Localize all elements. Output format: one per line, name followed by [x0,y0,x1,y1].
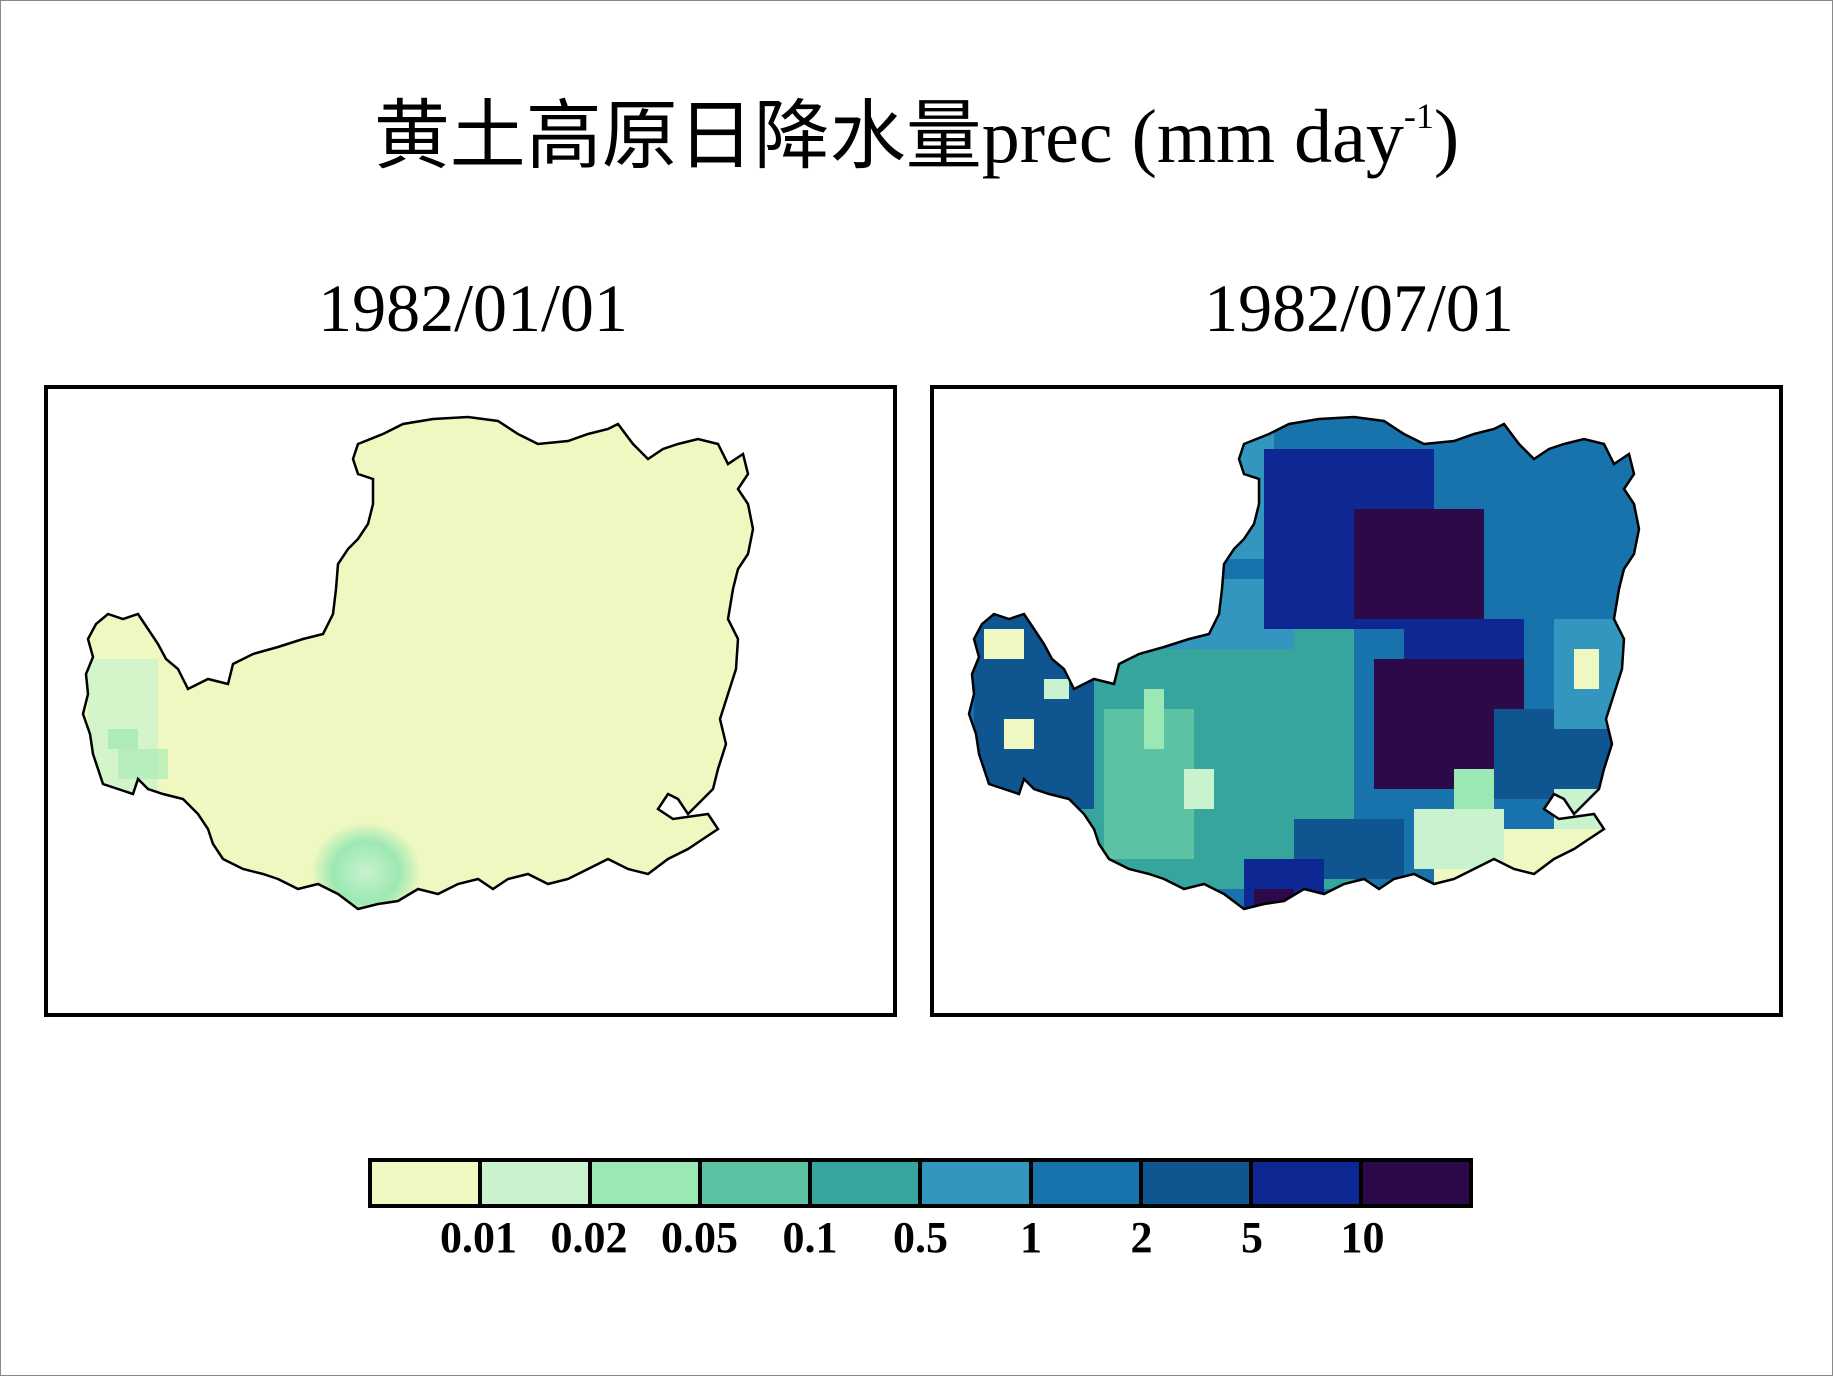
colorbar-swatch-9 [1362,1162,1469,1204]
map-panel-jul [930,385,1783,1017]
figure-title: 黄土高原日降水量prec (mm day-1) [0,92,1833,182]
colorbar-tick-label: 0.5 [893,1213,948,1262]
map-jan-svg [81,415,755,911]
colorbar-tick-label: 0.01 [440,1213,517,1262]
colorbar-swatch-7 [1142,1162,1253,1204]
colorbar-tick-label: 0.1 [782,1213,838,1262]
map-panel-jan [44,385,897,1017]
colorbar-swatch-5 [922,1162,1033,1204]
colorbar-tick-label: 2 [1130,1213,1153,1262]
panel-title-right: 1982/07/01 [1204,270,1514,346]
colorbar-swatch-3 [702,1162,813,1204]
colorbar-tick-label: 0.05 [661,1213,738,1262]
precip-field-jan [83,417,753,909]
colorbar-swatch-8 [1252,1162,1363,1204]
title-close-paren: ) [1433,95,1460,179]
colorbar-labels: 0.01 0.02 0.05 0.1 0.5 1 2 5 10 [368,1210,1473,1270]
title-superscript: -1 [1403,96,1434,136]
colorbar-tick-label: 1 [1020,1213,1042,1262]
colorbar-swatch-4 [812,1162,923,1204]
title-text: 黄土高原日降水量prec (mm day [373,95,1404,179]
colorbar-tick-label: 5 [1241,1213,1263,1262]
map-jul-svg [967,415,1641,911]
colorbar-tick-label: 0.02 [550,1213,628,1262]
colorbar-swatch-0 [372,1162,483,1204]
colorbar-swatch-2 [592,1162,703,1204]
colorbar-swatch-6 [1032,1162,1143,1204]
panel-title-left: 1982/01/01 [318,270,628,346]
colorbar-tick-label: 10 [1340,1213,1385,1262]
colorbar [368,1158,1473,1208]
colorbar-swatch-1 [482,1162,593,1204]
precip-field-jul [969,417,1639,909]
